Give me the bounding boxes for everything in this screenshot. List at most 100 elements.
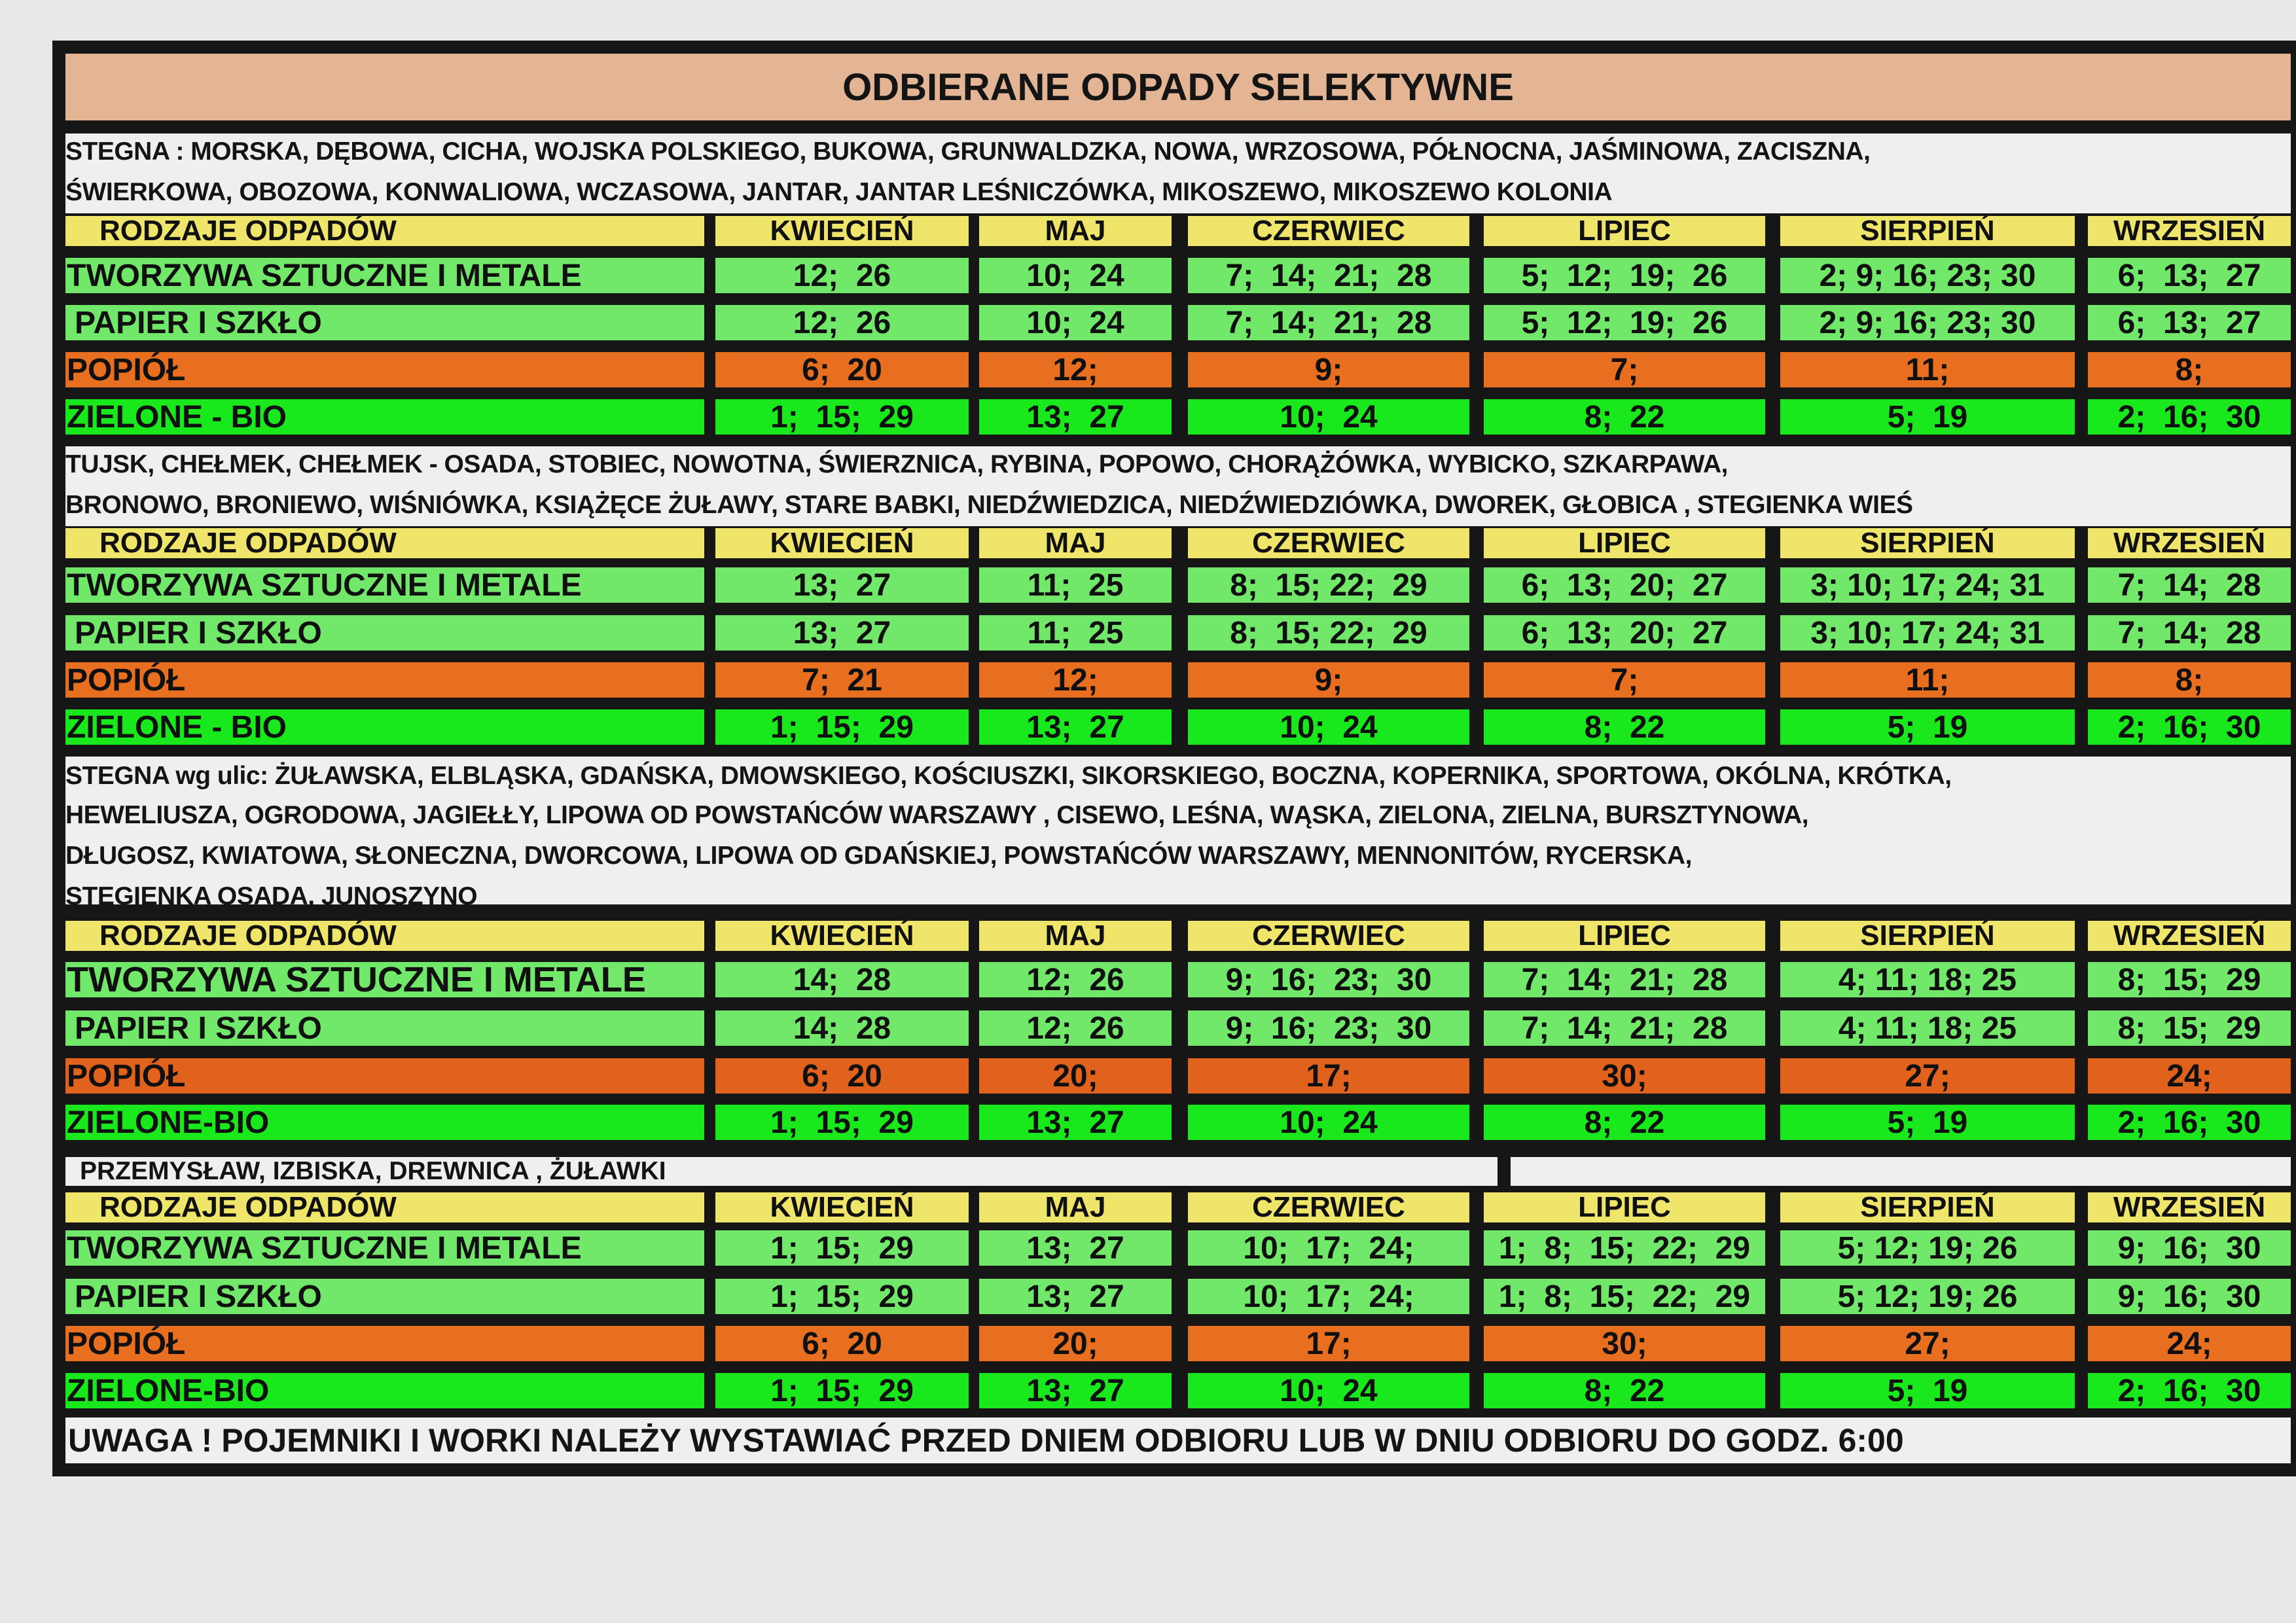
header-waste-type: RODZAJE ODPADÓW <box>65 216 704 246</box>
collection-dates: 5; 12; 19; 26 <box>1484 305 1765 340</box>
street-line: HEWELIUSZA, OGRODOWA, JAGIEŁŁY, LIPOWA O… <box>65 801 1809 829</box>
collection-dates: 9; 16; 30 <box>2088 1279 2291 1314</box>
waste-type-label: POPIÓŁ <box>65 1326 704 1361</box>
header-month: MAJ <box>979 216 1172 246</box>
header-month: MAJ <box>979 528 1172 558</box>
collection-dates: 8; 22 <box>1484 399 1765 435</box>
header-month: SIERPIEŃ <box>1780 216 2075 246</box>
collection-dates: 2; 9; 16; 23; 30 <box>1780 258 2075 293</box>
collection-dates: 13; 27 <box>979 709 1172 745</box>
collection-dates: 3; 10; 17; 24; 31 <box>1780 567 2075 603</box>
collection-dates: 5; 19 <box>1780 1373 2075 1408</box>
collection-dates: 2; 16; 30 <box>2088 399 2291 435</box>
collection-dates: 11; <box>1780 352 2075 387</box>
header-waste-type: RODZAJE ODPADÓW <box>65 528 704 558</box>
collection-dates: 5; 12; 19; 26 <box>1780 1230 2075 1266</box>
collection-dates: 7; 14; 21; 28 <box>1188 258 1469 293</box>
header-month: CZERWIEC <box>1188 216 1469 246</box>
collection-dates: 10; 24 <box>979 258 1172 293</box>
header-waste-type: RODZAJE ODPADÓW <box>65 1192 704 1222</box>
header-month: KWIECIEŃ <box>715 216 969 246</box>
collection-dates: 6; 13; 20; 27 <box>1484 567 1765 603</box>
collection-dates: 13; 27 <box>979 1230 1172 1266</box>
collection-dates: 20; <box>979 1326 1172 1361</box>
header-month: CZERWIEC <box>1188 528 1469 558</box>
collection-dates: 10; 17; 24; <box>1188 1230 1469 1266</box>
collection-dates: 20; <box>979 1058 1172 1094</box>
collection-dates: 8; <box>2088 352 2291 387</box>
collection-dates: 1; 8; 15; 22; 29 <box>1484 1230 1765 1266</box>
collection-dates: 9; 16; 23; 30 <box>1188 1010 1469 1046</box>
collection-dates: 24; <box>2088 1326 2291 1361</box>
header-month: CZERWIEC <box>1188 921 1469 951</box>
collection-dates: 2; 16; 30 <box>2088 1105 2291 1140</box>
collection-dates: 6; 20 <box>715 1326 969 1361</box>
collection-dates: 8; 22 <box>1484 709 1765 745</box>
header-month: SIERPIEŃ <box>1780 921 2075 951</box>
collection-dates: 7; 14; 21; 28 <box>1484 962 1765 997</box>
collection-dates: 14; 28 <box>715 1010 969 1046</box>
street-list: STEGNA wg ulic: ŻUŁAWSKA, ELBLĄSKA, GDAŃ… <box>65 757 2291 904</box>
collection-dates: 13; 27 <box>979 1373 1172 1408</box>
header-month: WRZESIEŃ <box>2088 921 2291 951</box>
collection-dates: 6; 13; 27 <box>2088 305 2291 340</box>
collection-dates: 5; 12; 19; 26 <box>1484 258 1765 293</box>
header-month: LIPIEC <box>1484 921 1765 951</box>
collection-dates: 7; <box>1484 352 1765 387</box>
collection-dates: 6; 13; 20; 27 <box>1484 615 1765 651</box>
header-month: LIPIEC <box>1484 1192 1765 1222</box>
collection-dates: 2; 9; 16; 23; 30 <box>1780 305 2075 340</box>
street-line: ŚWIERKOWA, OBOZOWA, KONWALIOWA, WCZASOWA… <box>65 178 1613 206</box>
waste-type-label: ZIELONE - BIO <box>65 709 704 745</box>
collection-dates: 17; <box>1188 1326 1469 1361</box>
collection-dates: 10; 24 <box>1188 1373 1469 1408</box>
collection-dates: 9; <box>1188 662 1469 698</box>
collection-dates: 14; 28 <box>715 962 969 997</box>
collection-dates: 7; 14; 21; 28 <box>1484 1010 1765 1046</box>
collection-dates: 11; <box>1780 662 2075 698</box>
collection-dates: 30; <box>1484 1058 1765 1094</box>
header-month: SIERPIEŃ <box>1780 528 2075 558</box>
collection-dates: 8; 15; 22; 29 <box>1188 615 1469 651</box>
collection-dates: 2; 16; 30 <box>2088 1373 2291 1408</box>
collection-dates: 13; 27 <box>715 615 969 651</box>
header-month: WRZESIEŃ <box>2088 1192 2291 1222</box>
collection-dates: 1; 15; 29 <box>715 1279 969 1314</box>
collection-dates: 4; 11; 18; 25 <box>1780 962 2075 997</box>
waste-type-label: POPIÓŁ <box>65 1058 704 1094</box>
collection-dates: 5; 19 <box>1780 1105 2075 1140</box>
collection-dates: 9; <box>1188 352 1469 387</box>
collection-dates: 8; 15; 29 <box>2088 1010 2291 1046</box>
collection-dates: 7; 14; 28 <box>2088 567 2291 603</box>
waste-type-label: ZIELONE - BIO <box>65 399 704 435</box>
street-line: BRONOWO, BRONIEWO, WIŚNIÓWKA, KSIĄŻĘCE Ż… <box>65 491 1913 519</box>
collection-dates: 27; <box>1780 1058 2075 1094</box>
street-list: STEGNA : MORSKA, DĘBOWA, CICHA, WOJSKA P… <box>65 134 2291 213</box>
collection-dates: 4; 11; 18; 25 <box>1780 1010 2075 1046</box>
street-line: PRZEMYSŁAW, IZBISKA, DREWNICA , ŻUŁAWKI <box>80 1157 666 1185</box>
collection-dates: 8; <box>2088 662 2291 698</box>
collection-dates: 8; 22 <box>1484 1373 1765 1408</box>
header-month: KWIECIEŃ <box>715 921 969 951</box>
collection-dates: 24; <box>2088 1058 2291 1094</box>
street-line: DŁUGOSZ, KWIATOWA, SŁONECZNA, DWORCOWA, … <box>65 842 1692 870</box>
collection-dates: 8; 15; 22; 29 <box>1188 567 1469 603</box>
collection-dates: 13; 27 <box>979 1105 1172 1140</box>
street-list: TUJSK, CHEŁMEK, CHEŁMEK - OSADA, STOBIEC… <box>65 446 2291 526</box>
collection-dates: 10; 17; 24; <box>1188 1279 1469 1314</box>
collection-dates: 7; <box>1484 662 1765 698</box>
header-month: LIPIEC <box>1484 216 1765 246</box>
collection-dates: 27; <box>1780 1326 2075 1361</box>
footer-notice: UWAGA ! POJEMNIKI I WORKI NALEŻY WYSTAWI… <box>65 1418 2291 1463</box>
collection-dates: 13; 27 <box>979 399 1172 435</box>
collection-dates: 30; <box>1484 1326 1765 1361</box>
waste-type-label: TWORZYWA SZTUCZNE I METALE <box>65 567 704 603</box>
street-line: TUJSK, CHEŁMEK, CHEŁMEK - OSADA, STOBIEC… <box>65 450 1728 478</box>
waste-type-label: PAPIER I SZKŁO <box>65 1010 704 1046</box>
collection-dates: 11; 25 <box>979 567 1172 603</box>
header-month: KWIECIEŃ <box>715 528 969 558</box>
waste-type-label: TWORZYWA SZTUCZNE I METALE <box>65 1230 704 1266</box>
collection-dates: 5; 12; 19; 26 <box>1780 1279 2075 1314</box>
collection-dates: 5; 19 <box>1780 709 2075 745</box>
street-list: PRZEMYSŁAW, IZBISKA, DREWNICA , ŻUŁAWKI <box>65 1157 1498 1186</box>
